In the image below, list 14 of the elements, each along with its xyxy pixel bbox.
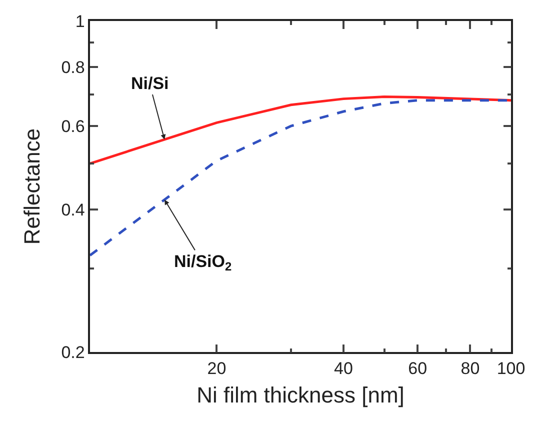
text: Ni/SiO$_{2}$ xyxy=(174,252,232,274)
text: Ni/Si xyxy=(131,74,169,93)
y-tick-label: 0.2 xyxy=(61,342,85,362)
y-tick-label: 0.4 xyxy=(61,200,85,220)
x-tick-label: 100 xyxy=(496,359,526,378)
x-tick-label: 80 xyxy=(460,359,480,378)
x-tick-label: 60 xyxy=(408,359,428,378)
y-tick-label: 0.6 xyxy=(61,117,85,136)
y-tick-label: 0.8 xyxy=(61,58,85,77)
x-tick-label: 40 xyxy=(334,359,353,378)
y-axis-title: Reflectance xyxy=(20,128,45,245)
y-tick-label: 1 xyxy=(75,12,85,31)
x-tick-label: 20 xyxy=(207,359,226,378)
x-axis-title: Ni film thickness [nm] xyxy=(196,382,404,408)
